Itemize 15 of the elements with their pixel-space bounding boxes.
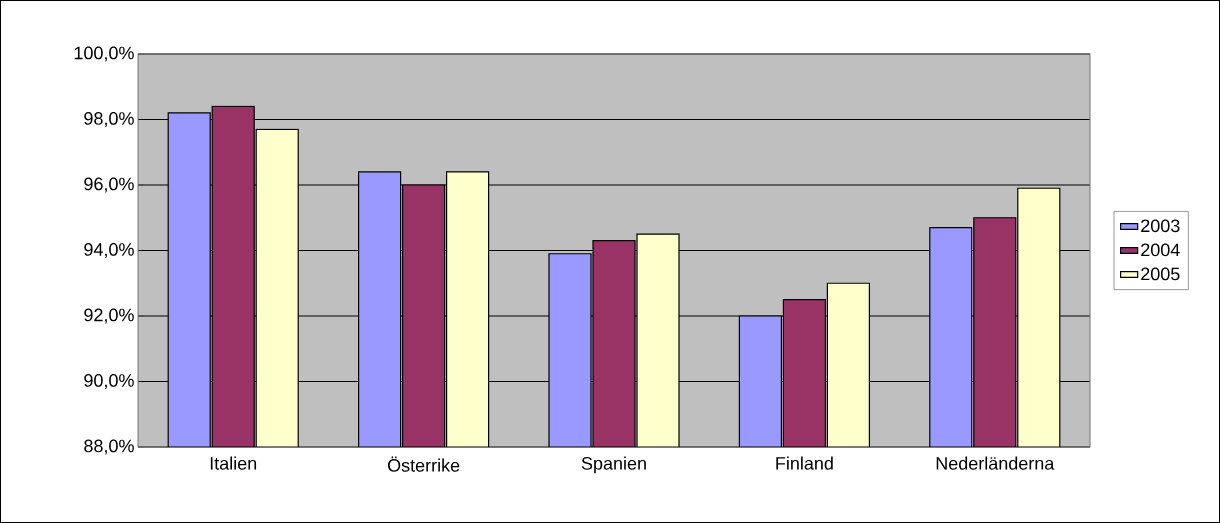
y-tick-label: 94,0% [84, 243, 134, 258]
y-tick-label: 98,0% [84, 112, 134, 127]
y-tick-label: 92,0% [84, 308, 134, 324]
y-tick-label: 90,0% [84, 374, 134, 389]
x-tick-label: Nederländerna [936, 456, 1055, 470]
y-tick-label: 88,0% [84, 439, 134, 455]
x-tick-label: Spanien [581, 456, 646, 474]
y-tick-label: 96,0% [84, 177, 134, 193]
y-tick-label: 100,0% [74, 46, 134, 62]
legend-label: 2003 [1141, 219, 1180, 233]
x-tick-label: Österrike [387, 456, 460, 472]
legend-label: 2005 [1141, 267, 1180, 281]
legend-label: 2004 [1141, 243, 1180, 257]
x-tick-label: Italien [210, 456, 257, 470]
x-tick-label: Finland [776, 456, 833, 470]
